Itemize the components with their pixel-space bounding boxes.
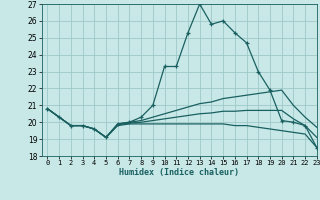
X-axis label: Humidex (Indice chaleur): Humidex (Indice chaleur)	[119, 168, 239, 177]
